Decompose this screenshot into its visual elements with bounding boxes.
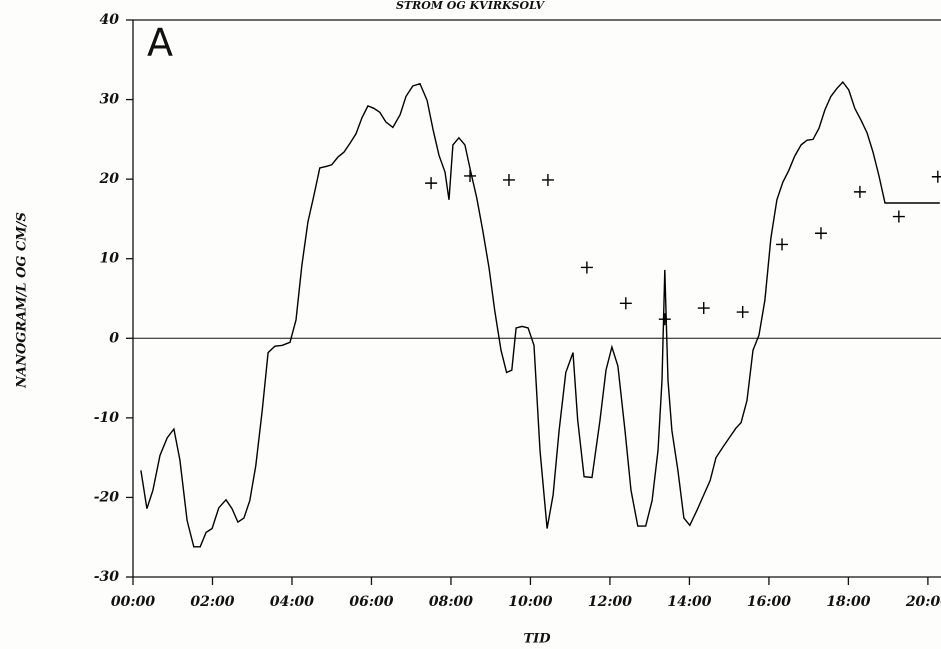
x-tick-label: 04:00 bbox=[270, 594, 314, 610]
y-tick-label: 0 bbox=[109, 330, 119, 346]
plus-marker bbox=[619, 297, 632, 310]
x-tick-label: 16:00 bbox=[747, 594, 791, 610]
y-tick-label: -10 bbox=[94, 410, 120, 426]
plus-marker bbox=[736, 306, 749, 319]
x-tick-label: 00:00 bbox=[111, 594, 155, 610]
chart-title: STROM OG KVIRKSOLV bbox=[396, 0, 546, 12]
x-tick-label: 20:00 bbox=[905, 594, 941, 610]
plus-marker bbox=[580, 261, 593, 274]
plus-marker bbox=[541, 173, 554, 186]
y-tick-label: -20 bbox=[94, 489, 120, 505]
plus-marker bbox=[853, 185, 866, 198]
plus-marker bbox=[464, 169, 477, 182]
x-tick-label: 06:00 bbox=[349, 594, 393, 610]
x-axis-label: TID bbox=[523, 632, 551, 647]
plus-marker bbox=[502, 173, 515, 186]
y-tick-label: -30 bbox=[94, 569, 120, 585]
y-tick-label: 30 bbox=[100, 92, 120, 108]
plus-marker bbox=[776, 238, 789, 251]
data-line bbox=[140, 81, 940, 548]
plus-marker bbox=[931, 170, 941, 183]
plus-marker bbox=[425, 177, 438, 190]
x-tick-label: 08:00 bbox=[429, 594, 473, 610]
x-tick-label: 02:00 bbox=[190, 594, 234, 610]
plus-marker bbox=[892, 210, 905, 223]
panel-label: A bbox=[147, 21, 173, 65]
y-tick-label: 40 bbox=[100, 12, 120, 28]
x-tick-label: 10:00 bbox=[508, 594, 552, 610]
plus-marker bbox=[814, 227, 827, 240]
x-tick-label: 18:00 bbox=[826, 594, 870, 610]
y-tick-label: 20 bbox=[99, 171, 120, 187]
plus-marker bbox=[658, 313, 671, 326]
y-axis-label: NANOGRAM/L OG CM/S bbox=[15, 212, 30, 389]
x-tick-label: 12:00 bbox=[588, 594, 632, 610]
x-tick-label: 14:00 bbox=[667, 594, 711, 610]
y-tick-label: 10 bbox=[100, 251, 120, 267]
plus-marker bbox=[697, 302, 710, 315]
